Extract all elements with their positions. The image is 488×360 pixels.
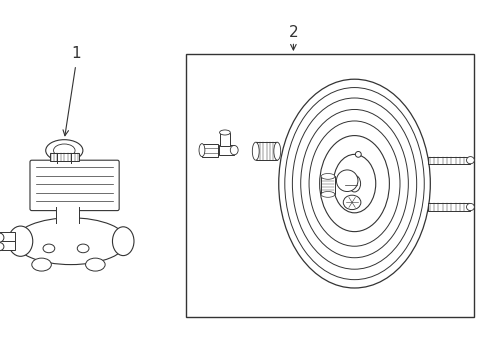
Ellipse shape bbox=[336, 170, 357, 192]
Ellipse shape bbox=[273, 142, 280, 160]
Ellipse shape bbox=[319, 136, 388, 231]
Ellipse shape bbox=[308, 121, 399, 246]
Bar bbox=[50, 153, 79, 161]
FancyBboxPatch shape bbox=[30, 160, 119, 211]
Ellipse shape bbox=[0, 243, 4, 251]
Bar bbox=[0, 241, 15, 250]
Ellipse shape bbox=[466, 203, 473, 211]
Bar bbox=[219, 133, 230, 146]
Ellipse shape bbox=[355, 152, 361, 157]
Bar bbox=[427, 157, 469, 164]
Ellipse shape bbox=[343, 195, 360, 210]
Ellipse shape bbox=[252, 142, 259, 160]
Ellipse shape bbox=[32, 258, 51, 271]
Ellipse shape bbox=[333, 154, 375, 213]
Ellipse shape bbox=[53, 144, 75, 157]
Ellipse shape bbox=[466, 157, 473, 164]
Bar bbox=[218, 145, 234, 155]
Ellipse shape bbox=[85, 258, 105, 271]
Ellipse shape bbox=[230, 145, 238, 155]
Ellipse shape bbox=[300, 109, 407, 258]
Ellipse shape bbox=[77, 244, 89, 253]
Ellipse shape bbox=[348, 175, 360, 192]
Bar bbox=[58, 153, 71, 163]
Ellipse shape bbox=[219, 130, 230, 135]
Ellipse shape bbox=[292, 98, 416, 269]
Ellipse shape bbox=[43, 244, 55, 253]
Bar bbox=[202, 144, 217, 157]
Ellipse shape bbox=[321, 174, 334, 179]
Ellipse shape bbox=[8, 226, 33, 256]
Bar bbox=[255, 142, 277, 160]
Bar bbox=[185, 54, 473, 317]
Ellipse shape bbox=[0, 233, 4, 242]
Ellipse shape bbox=[199, 144, 204, 157]
Text: 2: 2 bbox=[288, 24, 298, 40]
Bar bbox=[0, 232, 15, 243]
Bar bbox=[56, 206, 79, 226]
Ellipse shape bbox=[284, 87, 424, 280]
Ellipse shape bbox=[321, 192, 334, 197]
Ellipse shape bbox=[15, 218, 127, 265]
Text: 1: 1 bbox=[71, 46, 81, 61]
Ellipse shape bbox=[112, 227, 134, 256]
Bar bbox=[321, 176, 334, 194]
Ellipse shape bbox=[278, 79, 429, 288]
Bar bbox=[427, 203, 469, 211]
Ellipse shape bbox=[45, 140, 82, 161]
